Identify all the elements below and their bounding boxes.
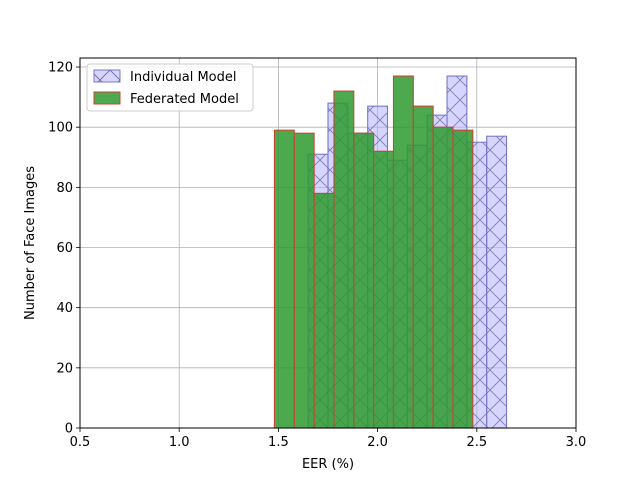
bar-federated <box>273 129 295 429</box>
bar-fill <box>433 127 453 429</box>
bars <box>273 75 508 429</box>
bar-hatch <box>486 136 507 429</box>
bar-federated <box>373 150 395 429</box>
y-tick-label: 0 <box>65 422 73 437</box>
bar-federated <box>452 129 474 429</box>
y-tick-label: 20 <box>56 361 73 376</box>
legend-label: Individual Model <box>130 70 236 85</box>
bar-federated <box>353 132 375 429</box>
legend-swatch-hatch <box>94 70 120 82</box>
bar-fill <box>333 91 354 429</box>
x-tick-label: 3.0 <box>566 435 587 450</box>
x-tick-label: 1.0 <box>169 435 190 450</box>
y-tick-label: 60 <box>56 241 73 256</box>
bar-fill <box>274 130 295 428</box>
bar-federated <box>333 90 355 429</box>
legend: Individual Model Federated Model <box>86 63 254 112</box>
bar-federated <box>313 192 335 429</box>
bar-fill <box>373 151 394 429</box>
bar-fill <box>413 106 434 429</box>
bar-fill <box>314 193 334 428</box>
bar-federated <box>293 132 315 429</box>
x-tick-label: 0.5 <box>70 435 91 450</box>
bar-federated <box>412 105 434 429</box>
legend-box <box>86 63 254 112</box>
y-tick-label: 120 <box>48 61 73 76</box>
plot-frame <box>79 57 577 429</box>
legend-swatch <box>93 91 121 105</box>
y-tick-label: 80 <box>56 181 73 196</box>
y-tick-label: 40 <box>56 301 73 316</box>
legend-label: Federated Model <box>130 92 239 107</box>
y-axis-label: Number of Face Images <box>23 166 38 320</box>
bar-individual <box>486 135 508 429</box>
x-tick-label: 2.0 <box>367 435 388 450</box>
x-tick-label: 2.5 <box>466 435 487 450</box>
bar-fill <box>452 130 473 428</box>
y-tick-label: 100 <box>48 121 73 136</box>
axis-ticks: 0.5 1.0 1.5 2.0 2.5 3.0 0 20 40 60 80 100 120 <box>48 61 586 450</box>
bar-federated <box>432 126 454 429</box>
bar-fill <box>353 133 374 428</box>
bar-fill <box>393 76 414 429</box>
x-tick-label: 1.5 <box>268 435 289 450</box>
bar-fill <box>294 133 315 428</box>
x-axis-label: EER (%) <box>302 457 354 472</box>
bar-federated <box>392 75 414 429</box>
